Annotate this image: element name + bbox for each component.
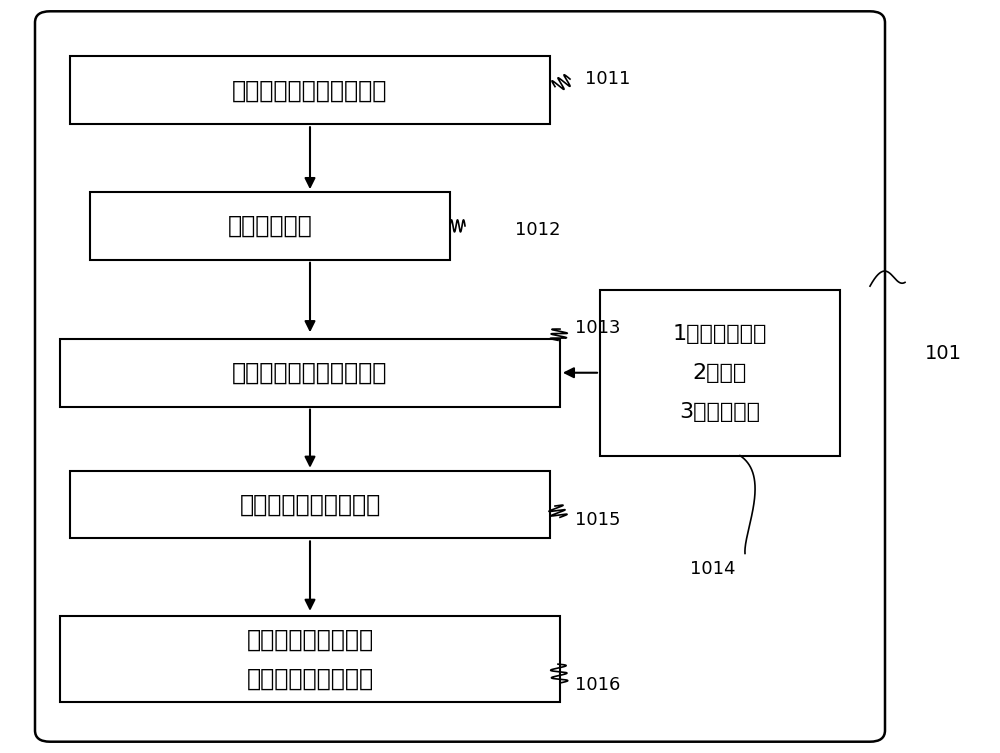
FancyBboxPatch shape bbox=[70, 471, 550, 538]
Text: 1、发动机转速
2、车速
3、空调档位: 1、发动机转速 2、车速 3、空调档位 bbox=[673, 324, 767, 422]
Text: 1013: 1013 bbox=[575, 319, 620, 337]
Text: 车内麦克风采集噪声信号: 车内麦克风采集噪声信号 bbox=[232, 78, 388, 102]
Text: 1016: 1016 bbox=[575, 676, 620, 694]
FancyBboxPatch shape bbox=[70, 56, 550, 124]
Text: 1011: 1011 bbox=[585, 70, 630, 88]
Text: 生成前馈噪声参考信号: 生成前馈噪声参考信号 bbox=[239, 492, 381, 517]
FancyBboxPatch shape bbox=[60, 616, 560, 702]
Text: 主动降噪系统运算放
大生成反向消噪声波: 主动降噪系统运算放 大生成反向消噪声波 bbox=[246, 627, 374, 691]
Text: 1015: 1015 bbox=[575, 511, 620, 529]
Text: 101: 101 bbox=[925, 344, 962, 364]
FancyBboxPatch shape bbox=[60, 339, 560, 407]
FancyBboxPatch shape bbox=[35, 11, 885, 742]
Text: 场景识别模块: 场景识别模块 bbox=[228, 214, 312, 238]
Text: 获得匹配的噪声响应函数: 获得匹配的噪声响应函数 bbox=[232, 361, 388, 385]
Text: 1014: 1014 bbox=[690, 559, 736, 578]
Text: 1012: 1012 bbox=[515, 221, 560, 239]
FancyBboxPatch shape bbox=[600, 290, 840, 456]
FancyBboxPatch shape bbox=[90, 192, 450, 260]
